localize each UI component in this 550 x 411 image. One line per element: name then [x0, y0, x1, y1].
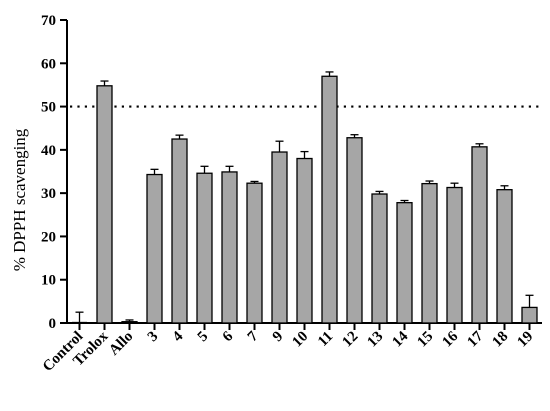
- x-tick-label-11: 11: [315, 329, 336, 350]
- bar-5: [196, 172, 213, 324]
- x-tick-label-15: 15: [414, 329, 436, 351]
- y-axis-label: % DPPH scavenging: [10, 128, 29, 271]
- y-tick-label: 40: [41, 143, 56, 159]
- bar-Allo: [121, 321, 138, 324]
- x-tick-label-6: 6: [220, 328, 237, 345]
- x-tick-label-7: 7: [245, 328, 262, 345]
- x-tick-label-10: 10: [289, 329, 311, 351]
- y-tick-label: 10: [41, 273, 56, 289]
- x-tick-label-14: 14: [389, 328, 411, 350]
- bar-6: [221, 171, 238, 324]
- bar-4: [171, 138, 188, 324]
- bar-Trolox: [96, 85, 113, 324]
- y-tick-label: 60: [41, 56, 56, 72]
- x-tick-label-13: 13: [364, 329, 386, 351]
- bar-11: [321, 75, 338, 324]
- y-tick-label: 20: [41, 229, 56, 245]
- bar-18: [496, 189, 513, 324]
- x-tick-label-Allo: Allo: [106, 329, 136, 359]
- y-tick-label: 70: [41, 13, 56, 29]
- bar-10: [296, 157, 313, 324]
- bar-16: [446, 186, 463, 324]
- x-tick-label-18: 18: [489, 329, 511, 351]
- bar-15: [421, 182, 438, 324]
- x-tick-label-5: 5: [195, 329, 212, 346]
- bar-7: [246, 182, 263, 324]
- bar-12: [346, 137, 363, 324]
- x-tick-label-3: 3: [145, 329, 162, 346]
- bar-9: [271, 151, 288, 324]
- bar-3: [146, 173, 163, 324]
- bar-17: [471, 146, 488, 324]
- x-tick-label-16: 16: [439, 328, 461, 350]
- x-tick-label-19: 19: [514, 329, 536, 351]
- x-tick-label-9: 9: [270, 329, 287, 346]
- bar-13: [371, 193, 388, 324]
- y-tick-label: 30: [41, 186, 56, 202]
- bar-19: [521, 306, 538, 324]
- x-tick-label-4: 4: [170, 328, 187, 345]
- y-tick-label: 50: [41, 100, 56, 116]
- bar-14: [396, 202, 413, 324]
- x-tick-label-17: 17: [464, 328, 486, 350]
- x-tick-label-12: 12: [339, 329, 361, 351]
- y-tick-label: 0: [49, 316, 57, 332]
